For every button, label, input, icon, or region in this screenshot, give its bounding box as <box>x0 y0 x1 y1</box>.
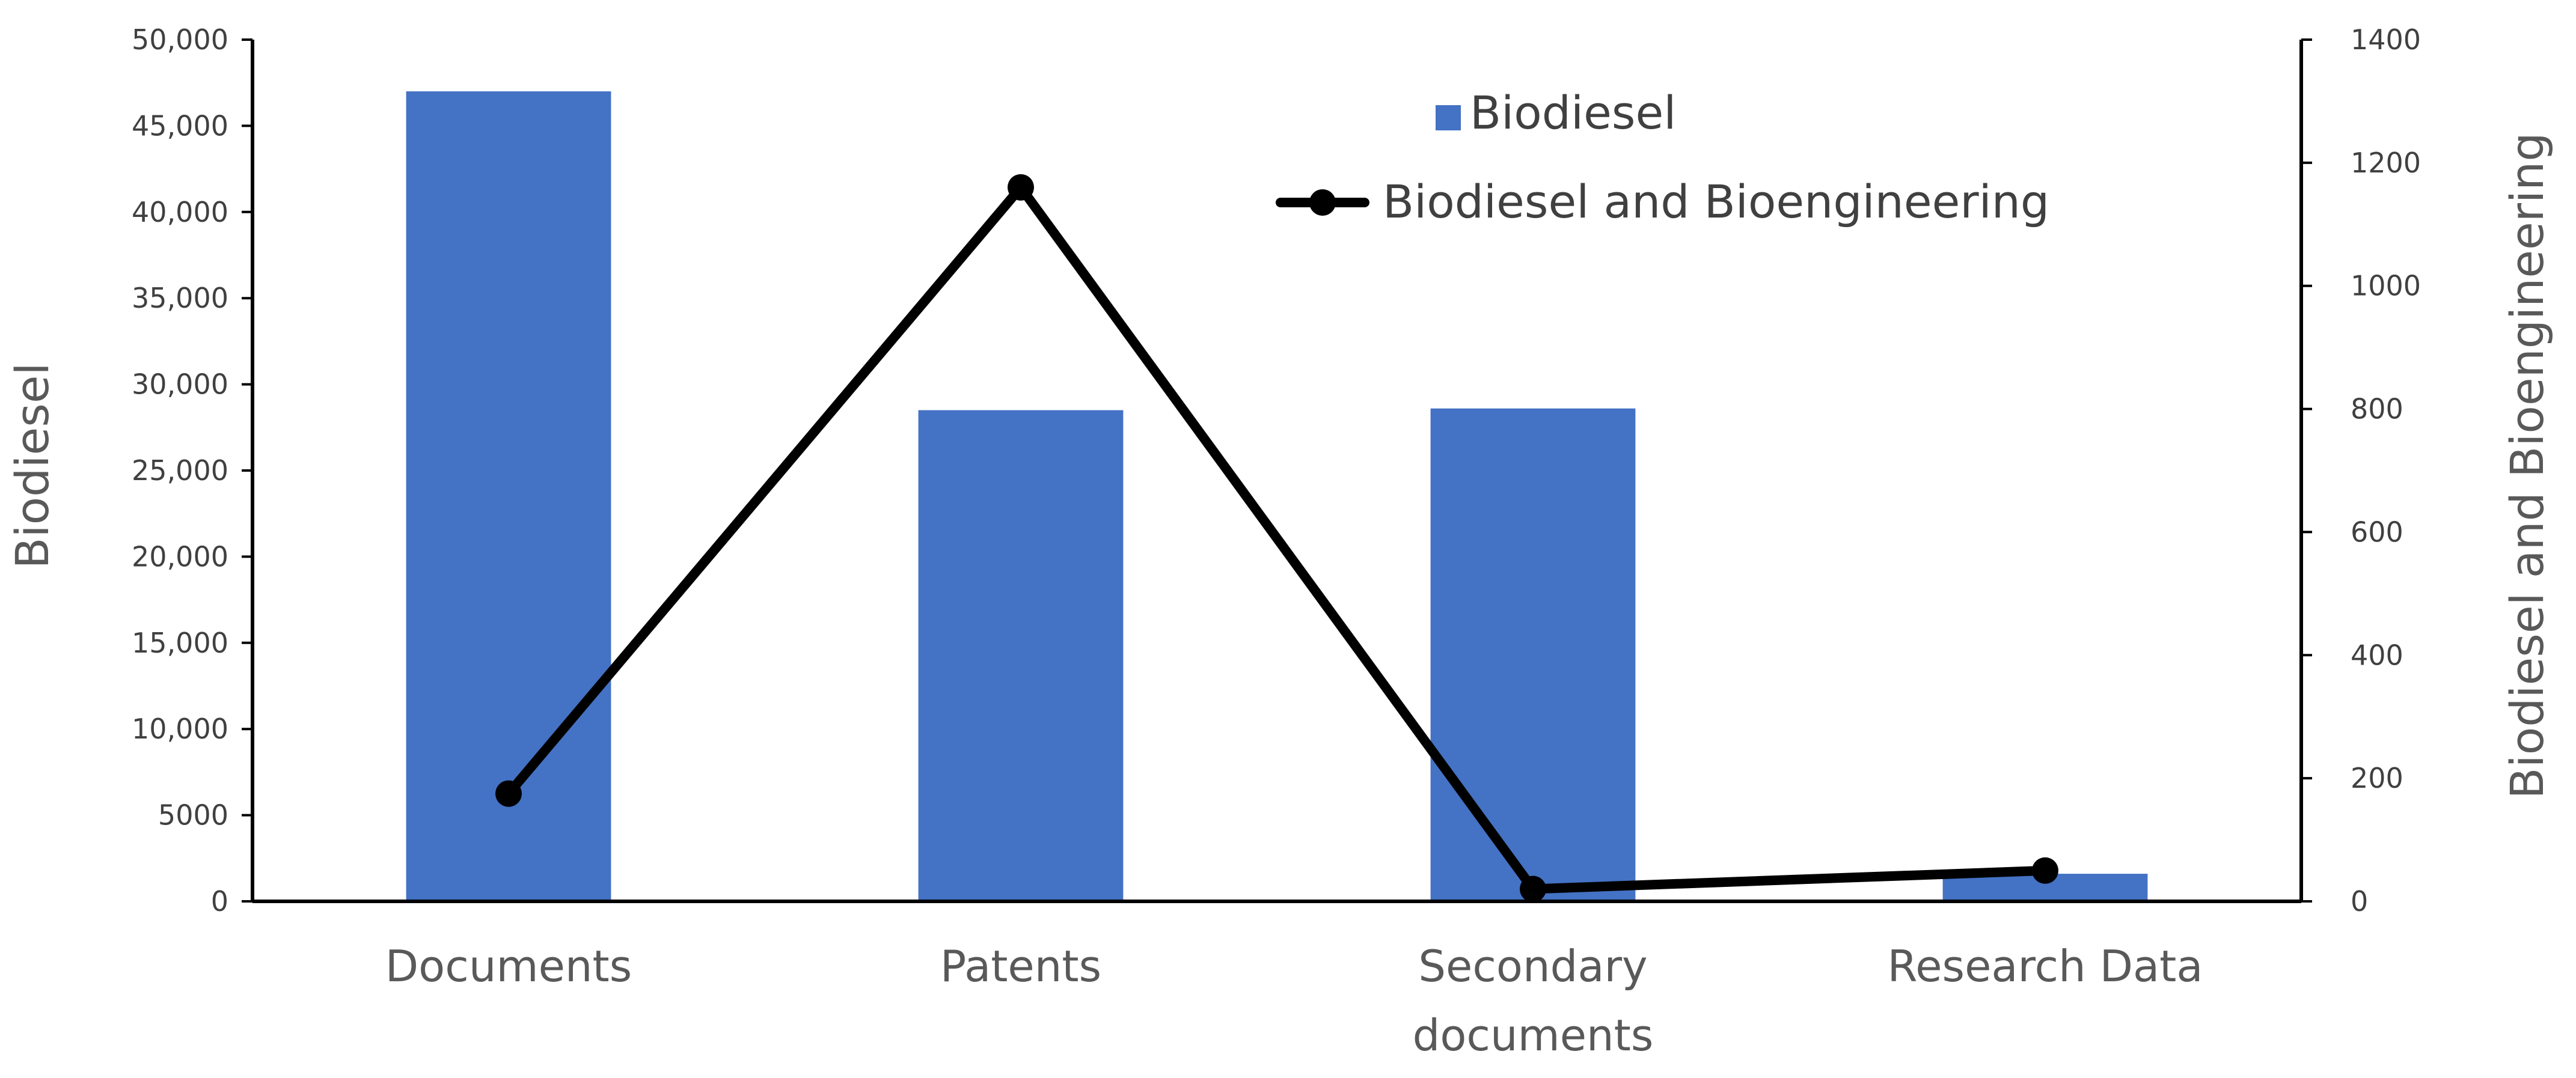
line-point-documents <box>495 780 522 807</box>
left-tick-label: 0 <box>211 885 228 918</box>
bar-series-biodiesel <box>406 91 2148 901</box>
right-tick-label: 600 <box>2351 516 2403 548</box>
right-axis-ticks: 0 200 400 600 800 1000 1200 1400 <box>2301 23 2421 918</box>
line-point-patents <box>1008 174 1034 201</box>
line-path <box>504 182 2050 894</box>
left-tick-label: 10,000 <box>132 713 228 745</box>
left-tick-label: 25,000 <box>132 454 228 487</box>
category-labels: Documents Patents Secondary documents Resear… <box>385 941 2203 1061</box>
right-tick-label: 400 <box>2351 639 2403 671</box>
category-label: Documents <box>385 941 632 991</box>
category-label: Patents <box>940 941 1101 991</box>
left-tick-label: 5000 <box>158 799 228 832</box>
right-tick-label: 0 <box>2351 885 2368 918</box>
left-axis-ticks: 0 5000 10,000 15,000 20,000 25,000 30,000 35,00… <box>132 23 252 918</box>
bar-patents <box>918 410 1124 901</box>
left-axis-title: Biodiesel <box>5 362 59 568</box>
bar-documents <box>406 91 611 901</box>
legend-bar-swatch <box>1436 105 1461 130</box>
left-tick-label: 20,000 <box>132 540 228 573</box>
right-tick-label: 800 <box>2351 393 2403 425</box>
bar-secondary-documents <box>1430 408 1636 901</box>
right-tick-label: 1400 <box>2351 23 2421 56</box>
right-axis-title: Biodiesel and Bioengineering <box>2500 132 2554 799</box>
line-point-research-data <box>2032 857 2058 884</box>
category-label: Research Data <box>1887 941 2203 991</box>
category-label: documents <box>1413 1010 1654 1061</box>
category-label: Secondary <box>1418 941 1647 991</box>
left-tick-label: 45,000 <box>132 109 228 142</box>
left-tick-label: 40,000 <box>132 196 228 228</box>
right-tick-label: 1000 <box>2351 270 2421 302</box>
left-tick-label: 35,000 <box>132 282 228 314</box>
right-tick-label: 200 <box>2351 762 2403 794</box>
legend-label-biodiesel: Biodiesel <box>1470 86 1676 139</box>
legend-line-marker <box>1309 189 1336 216</box>
right-tick-label: 1200 <box>2351 147 2421 179</box>
line-point-secondary-documents <box>1520 875 1546 903</box>
legend-label-biodiesel-bioengineering: Biodiesel and Bioengineering <box>1383 175 2049 228</box>
legend: Biodiesel Biodiesel and Bioengineering <box>1276 86 2049 228</box>
left-tick-label: 30,000 <box>132 368 228 401</box>
left-tick-label: 50,000 <box>132 23 228 56</box>
left-tick-label: 15,000 <box>132 627 228 659</box>
line-series-biodiesel-bioengineering <box>495 174 2058 903</box>
